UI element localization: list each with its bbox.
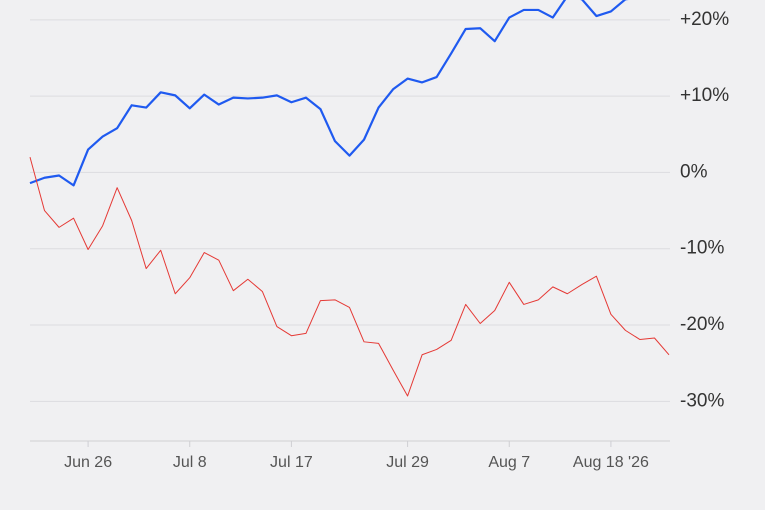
x-tick-label: Jul 29 bbox=[386, 454, 429, 471]
x-tick-label: Jul 8 bbox=[173, 454, 207, 471]
data-line bbox=[29, 157, 670, 397]
y-tick-label: 0% bbox=[680, 161, 708, 182]
y-tick-label: +20% bbox=[680, 9, 729, 30]
x-tick-label: Aug 7 bbox=[488, 454, 530, 471]
data-line bbox=[29, 0, 629, 187]
y-tick-label: +10% bbox=[680, 85, 729, 106]
y-tick-label: -20% bbox=[680, 314, 724, 335]
y-tick-label: -30% bbox=[680, 390, 724, 411]
x-tick-label: Aug 18 '26 bbox=[573, 454, 649, 471]
y-tick-label: -10% bbox=[680, 238, 724, 259]
plot-area bbox=[29, 0, 670, 397]
x-tick-label: Jun 26 bbox=[64, 454, 112, 471]
x-tick-label: Jul 17 bbox=[270, 454, 313, 471]
